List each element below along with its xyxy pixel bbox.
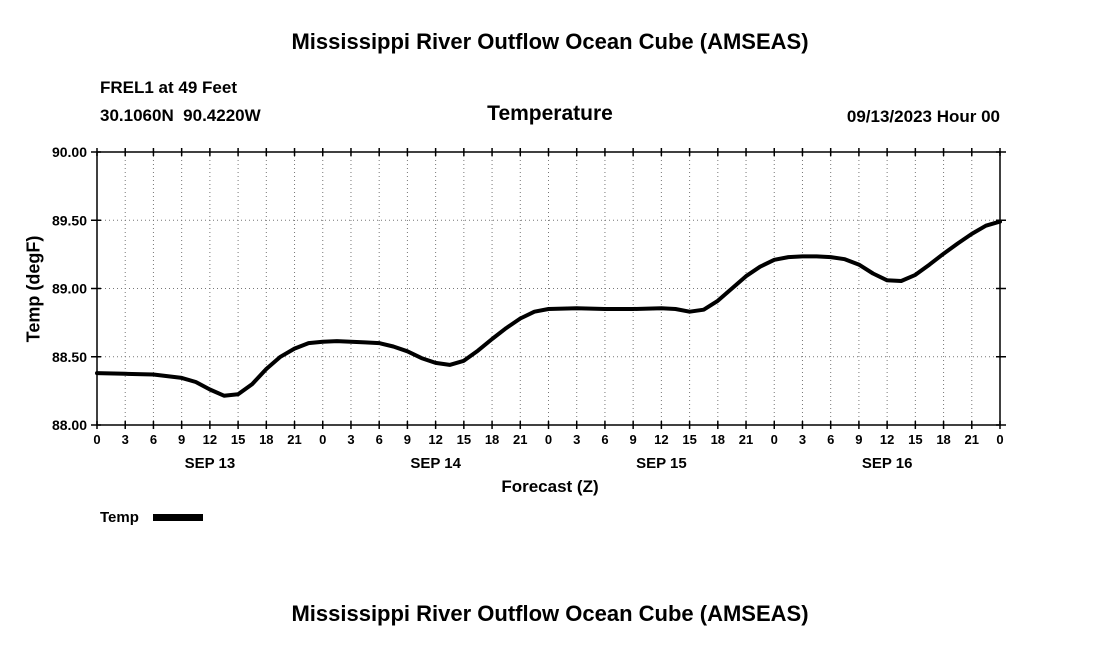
svg-text:12: 12 bbox=[880, 432, 894, 447]
svg-text:12: 12 bbox=[654, 432, 668, 447]
svg-text:21: 21 bbox=[513, 432, 527, 447]
svg-text:15: 15 bbox=[231, 432, 245, 447]
svg-text:18: 18 bbox=[485, 432, 499, 447]
svg-text:18: 18 bbox=[711, 432, 725, 447]
svg-text:SEP 13: SEP 13 bbox=[185, 455, 236, 472]
svg-text:9: 9 bbox=[855, 432, 862, 447]
svg-text:SEP 15: SEP 15 bbox=[636, 455, 687, 472]
svg-text:9: 9 bbox=[178, 432, 185, 447]
svg-text:SEP 14: SEP 14 bbox=[410, 455, 461, 472]
svg-text:3: 3 bbox=[573, 432, 580, 447]
svg-text:21: 21 bbox=[739, 432, 753, 447]
svg-text:88.50: 88.50 bbox=[52, 349, 87, 365]
svg-text:21: 21 bbox=[965, 432, 979, 447]
svg-text:88.00: 88.00 bbox=[52, 417, 87, 433]
svg-text:6: 6 bbox=[150, 432, 157, 447]
svg-text:18: 18 bbox=[936, 432, 950, 447]
svg-text:0: 0 bbox=[93, 432, 100, 447]
page-title-bottom: Mississippi River Outflow Ocean Cube (AM… bbox=[291, 601, 809, 626]
svg-text:0: 0 bbox=[771, 432, 778, 447]
svg-text:6: 6 bbox=[827, 432, 834, 447]
plot-variable-title: Temperature bbox=[487, 102, 613, 125]
svg-text:12: 12 bbox=[203, 432, 217, 447]
svg-text:15: 15 bbox=[457, 432, 471, 447]
svg-text:0: 0 bbox=[545, 432, 552, 447]
svg-text:89.50: 89.50 bbox=[52, 212, 87, 228]
svg-text:15: 15 bbox=[682, 432, 696, 447]
svg-text:15: 15 bbox=[908, 432, 922, 447]
legend-line-swatch bbox=[152, 514, 203, 521]
svg-text:9: 9 bbox=[404, 432, 411, 447]
page-title-top: Mississippi River Outflow Ocean Cube (AM… bbox=[291, 29, 809, 54]
svg-text:SEP 16: SEP 16 bbox=[862, 455, 913, 472]
station-label: FREL1 at 49 Feet bbox=[100, 78, 237, 97]
x-axis-label: Forecast (Z) bbox=[501, 477, 599, 496]
svg-text:0: 0 bbox=[996, 432, 1003, 447]
legend: Temp bbox=[100, 509, 203, 526]
svg-text:9: 9 bbox=[630, 432, 637, 447]
svg-text:18: 18 bbox=[259, 432, 273, 447]
svg-text:12: 12 bbox=[428, 432, 442, 447]
svg-text:6: 6 bbox=[376, 432, 383, 447]
svg-text:0: 0 bbox=[319, 432, 326, 447]
svg-text:90.00: 90.00 bbox=[52, 144, 87, 160]
station-coordinates: 30.1060N 90.4220W bbox=[100, 106, 261, 125]
legend-label: Temp bbox=[100, 509, 139, 526]
svg-text:3: 3 bbox=[799, 432, 806, 447]
svg-text:6: 6 bbox=[601, 432, 608, 447]
svg-text:3: 3 bbox=[347, 432, 354, 447]
svg-text:89.00: 89.00 bbox=[52, 281, 87, 297]
svg-text:3: 3 bbox=[122, 432, 129, 447]
forecast-datetime: 09/13/2023 Hour 00 bbox=[846, 107, 1000, 126]
svg-text:21: 21 bbox=[287, 432, 301, 447]
